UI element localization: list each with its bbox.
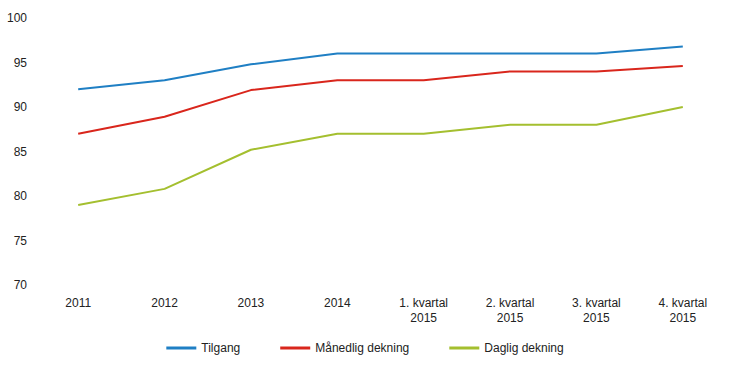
- svg-text:75: 75: [14, 234, 28, 248]
- svg-text:90: 90: [14, 100, 28, 114]
- svg-text:1. kvartal: 1. kvartal: [399, 296, 448, 310]
- svg-text:80: 80: [14, 189, 28, 203]
- svg-text:2015: 2015: [669, 311, 696, 325]
- svg-text:2012: 2012: [151, 296, 178, 310]
- svg-text:2013: 2013: [238, 296, 265, 310]
- svg-text:70: 70: [14, 278, 28, 292]
- svg-text:2015: 2015: [410, 311, 437, 325]
- svg-text:2011: 2011: [65, 296, 91, 310]
- svg-text:95: 95: [14, 56, 28, 70]
- svg-text:2014: 2014: [324, 296, 351, 310]
- svg-text:2015: 2015: [497, 311, 524, 325]
- svg-text:Tilgang: Tilgang: [201, 341, 240, 355]
- svg-text:4. kvartal: 4. kvartal: [658, 296, 707, 310]
- svg-text:100: 100: [7, 11, 27, 25]
- svg-text:Månedlig dekning: Månedlig dekning: [315, 341, 409, 355]
- svg-text:3. kvartal: 3. kvartal: [572, 296, 621, 310]
- svg-text:2015: 2015: [583, 311, 610, 325]
- svg-text:Daglig dekning: Daglig dekning: [484, 341, 563, 355]
- svg-text:85: 85: [14, 145, 28, 159]
- svg-text:2. kvartal: 2. kvartal: [486, 296, 535, 310]
